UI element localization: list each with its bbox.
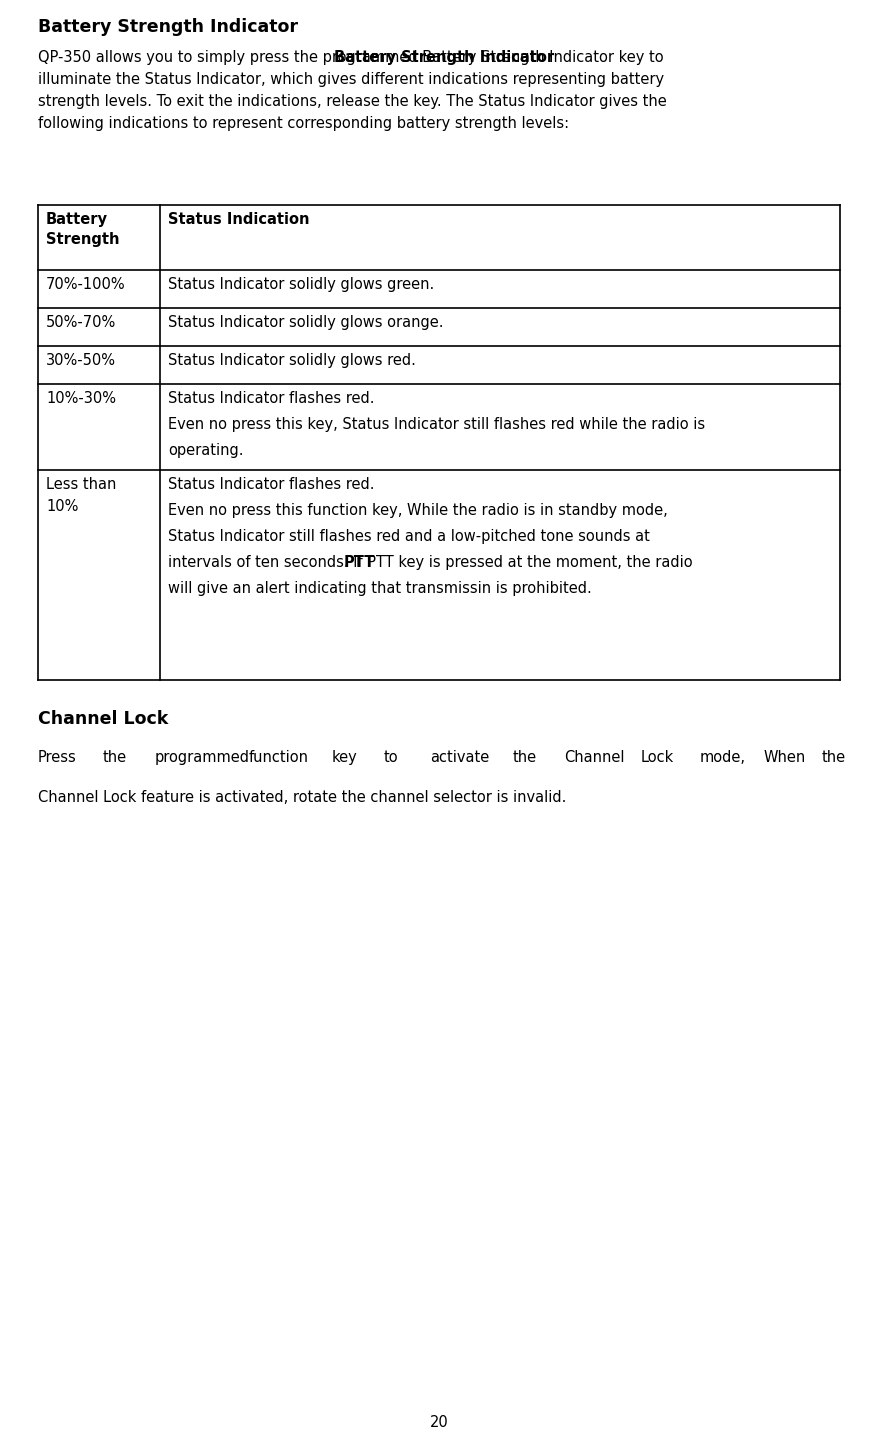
Text: intervals of ten seconds. If PTT key is pressed at the moment, the radio: intervals of ten seconds. If PTT key is … <box>168 555 692 571</box>
Text: mode,: mode, <box>698 750 745 765</box>
Text: function: function <box>249 750 309 765</box>
Text: 20: 20 <box>429 1415 448 1431</box>
Text: Battery Strength Indicator: Battery Strength Indicator <box>334 51 554 65</box>
Text: will give an alert indicating that transmissin is prohibited.: will give an alert indicating that trans… <box>168 581 591 597</box>
Text: to: to <box>383 750 398 765</box>
Text: Even no press this key, Status Indicator still flashes red while the radio is: Even no press this key, Status Indicator… <box>168 417 704 432</box>
Text: Channel Lock: Channel Lock <box>38 710 168 728</box>
Text: Press: Press <box>38 750 76 765</box>
Text: Battery
Strength: Battery Strength <box>46 211 119 246</box>
Text: 50%-70%: 50%-70% <box>46 316 116 330</box>
Text: Status Indicator flashes red.: Status Indicator flashes red. <box>168 476 374 492</box>
Text: Battery Strength Indicator: Battery Strength Indicator <box>38 17 297 36</box>
Text: QP-350 allows you to simply press the programmed Battery Strength Indicator key : QP-350 allows you to simply press the pr… <box>38 51 663 65</box>
Text: Lock: Lock <box>640 750 674 765</box>
Text: key: key <box>332 750 357 765</box>
Text: 70%-100%: 70%-100% <box>46 277 125 292</box>
Text: When: When <box>763 750 805 765</box>
Text: Channel Lock feature is activated, rotate the channel selector is invalid.: Channel Lock feature is activated, rotat… <box>38 791 566 805</box>
Text: illuminate the Status Indicator, which gives different indications representing : illuminate the Status Indicator, which g… <box>38 72 663 87</box>
Text: Status Indicator solidly glows green.: Status Indicator solidly glows green. <box>168 277 434 292</box>
Text: Press the programmed function key to activate the Channel Lock mode, When the: Press the programmed function key to act… <box>38 750 640 765</box>
Text: Channel: Channel <box>564 750 624 765</box>
Text: 30%-50%: 30%-50% <box>46 353 116 368</box>
Text: Even no press this function key, While the radio is in standby mode,: Even no press this function key, While t… <box>168 502 667 518</box>
Bar <box>38 749 839 772</box>
Text: Less than
10%: Less than 10% <box>46 476 117 514</box>
Text: 10%-30%: 10%-30% <box>46 391 116 405</box>
Text: following indications to represent corresponding battery strength levels:: following indications to represent corre… <box>38 116 568 130</box>
Text: Status Indicator solidly glows orange.: Status Indicator solidly glows orange. <box>168 316 443 330</box>
Text: the: the <box>512 750 536 765</box>
Text: strength levels. To exit the indications, release the key. The Status Indicator : strength levels. To exit the indications… <box>38 94 666 109</box>
Text: Status Indicator solidly glows red.: Status Indicator solidly glows red. <box>168 353 416 368</box>
Text: Status Indication: Status Indication <box>168 211 310 227</box>
Text: the: the <box>821 750 845 765</box>
Text: programmed: programmed <box>154 750 249 765</box>
Text: the: the <box>103 750 126 765</box>
Text: operating.: operating. <box>168 443 243 458</box>
Text: PTT: PTT <box>343 555 374 571</box>
Text: activate: activate <box>430 750 488 765</box>
Text: Status Indicator still flashes red and a low-pitched tone sounds at: Status Indicator still flashes red and a… <box>168 529 649 544</box>
Text: Status Indicator flashes red.: Status Indicator flashes red. <box>168 391 374 405</box>
